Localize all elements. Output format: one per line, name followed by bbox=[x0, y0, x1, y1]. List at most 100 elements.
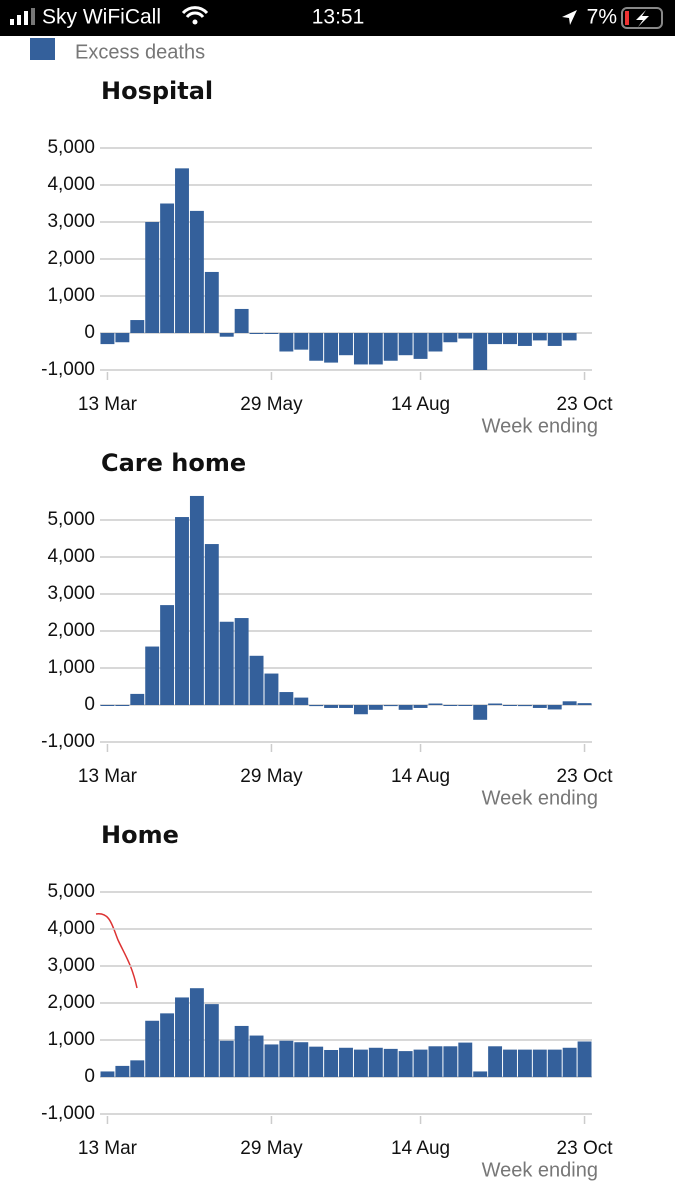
y-tick-label: 2,000 bbox=[47, 620, 95, 641]
y-tick-label: 2,000 bbox=[47, 992, 95, 1013]
x-tick-label: 14 Aug bbox=[391, 1138, 450, 1159]
bar bbox=[160, 203, 175, 333]
x-tick-label: 29 May bbox=[240, 1138, 303, 1159]
bar bbox=[458, 333, 473, 339]
bar bbox=[339, 333, 353, 356]
bar bbox=[160, 605, 175, 705]
y-tick-label: 4,000 bbox=[47, 174, 95, 195]
bar bbox=[279, 1040, 294, 1077]
bar bbox=[309, 705, 324, 707]
x-axis-label: Week ending bbox=[482, 415, 598, 437]
bar bbox=[458, 705, 473, 706]
bar bbox=[428, 1046, 443, 1077]
bar bbox=[517, 705, 532, 707]
y-tick-label: 0 bbox=[84, 694, 95, 715]
y-tick-label: -1,000 bbox=[41, 359, 95, 380]
status-bar bbox=[0, 0, 675, 36]
y-tick-label: 3,000 bbox=[47, 583, 95, 604]
bar bbox=[264, 1044, 279, 1077]
bar bbox=[189, 210, 204, 333]
signal-icon bbox=[10, 8, 35, 25]
bar bbox=[175, 517, 189, 705]
bar bbox=[249, 655, 264, 705]
bar bbox=[115, 705, 130, 706]
bar bbox=[562, 333, 577, 341]
y-tick-label: 0 bbox=[84, 322, 95, 343]
bar bbox=[547, 705, 562, 710]
bar bbox=[115, 333, 130, 343]
bar bbox=[175, 168, 189, 333]
bar bbox=[324, 1049, 339, 1077]
bar bbox=[353, 1049, 368, 1077]
bar bbox=[294, 697, 309, 705]
bar bbox=[413, 705, 428, 708]
x-tick-label: 13 Mar bbox=[78, 766, 138, 787]
bar bbox=[562, 1047, 577, 1077]
bar bbox=[368, 333, 383, 365]
bar bbox=[234, 1025, 249, 1077]
bar bbox=[532, 1049, 547, 1077]
bar bbox=[383, 705, 398, 707]
bar bbox=[503, 705, 517, 706]
x-tick-label: 13 Mar bbox=[78, 1138, 138, 1159]
battery-icon bbox=[621, 7, 663, 29]
x-tick-label: 29 May bbox=[240, 766, 303, 787]
bar bbox=[264, 673, 279, 705]
bar bbox=[339, 705, 353, 708]
x-axis-label: Week ending bbox=[482, 1159, 598, 1181]
bar bbox=[398, 333, 413, 356]
y-tick-label: 1,000 bbox=[47, 285, 95, 306]
y-tick-label: 2,000 bbox=[47, 248, 95, 269]
bar bbox=[204, 271, 219, 333]
bar bbox=[473, 1071, 488, 1077]
bar bbox=[383, 1048, 398, 1077]
wifi-icon bbox=[181, 6, 209, 19]
bar bbox=[443, 1046, 458, 1077]
bar bbox=[532, 705, 547, 708]
bar bbox=[339, 1047, 353, 1077]
x-tick-label: 23 Oct bbox=[557, 1138, 614, 1159]
bar bbox=[398, 1051, 413, 1077]
bar bbox=[488, 1046, 503, 1077]
x-tick-label: 23 Oct bbox=[557, 766, 614, 787]
bar bbox=[547, 1049, 562, 1077]
bar bbox=[234, 618, 249, 705]
bar bbox=[309, 1046, 324, 1077]
bar bbox=[100, 705, 115, 706]
scribble bbox=[95, 913, 138, 989]
bar bbox=[115, 1065, 130, 1077]
bar bbox=[249, 333, 264, 334]
bar bbox=[130, 1060, 145, 1077]
bar bbox=[517, 1049, 532, 1077]
charging-icon bbox=[636, 10, 649, 27]
bar bbox=[294, 333, 309, 350]
y-tick-label: 5,000 bbox=[47, 509, 95, 530]
bar bbox=[145, 1020, 160, 1077]
bar bbox=[353, 333, 368, 365]
bar bbox=[264, 333, 279, 334]
bar bbox=[309, 333, 324, 361]
bar bbox=[145, 646, 160, 705]
bar bbox=[219, 1040, 234, 1077]
bar bbox=[219, 333, 234, 337]
y-tick-label: -1,000 bbox=[41, 731, 95, 752]
bar bbox=[473, 333, 488, 370]
bar bbox=[532, 333, 547, 341]
bar bbox=[279, 333, 294, 352]
bar bbox=[368, 1047, 383, 1077]
bar bbox=[324, 333, 339, 363]
carrier: Sky WiFiCall bbox=[42, 6, 161, 29]
bar bbox=[488, 703, 503, 705]
legend-swatch bbox=[30, 38, 55, 60]
bar bbox=[503, 333, 517, 345]
bar bbox=[189, 988, 204, 1077]
x-tick-label: 23 Oct bbox=[557, 394, 614, 415]
bar bbox=[383, 333, 398, 361]
chart-title: Hospital bbox=[101, 77, 213, 105]
battery-level bbox=[625, 11, 629, 25]
battery-text: 7% bbox=[587, 6, 617, 29]
legend-label: Excess deaths bbox=[75, 41, 205, 63]
bar bbox=[428, 333, 443, 352]
bar bbox=[413, 1049, 428, 1077]
